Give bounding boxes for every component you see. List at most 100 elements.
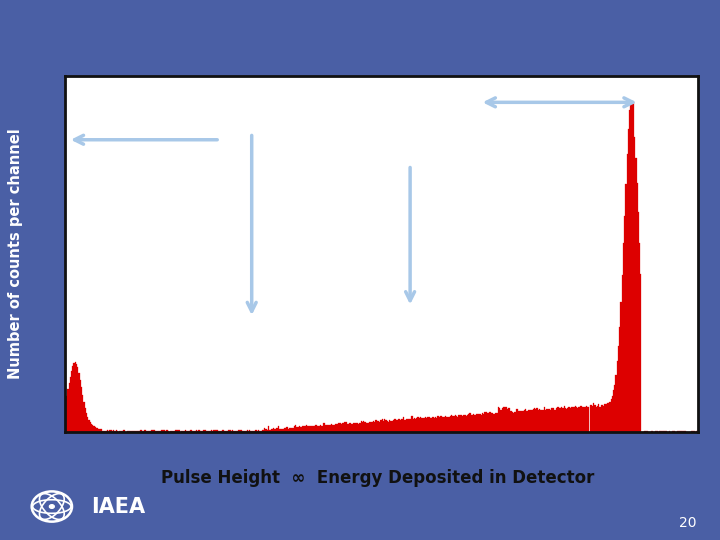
Bar (494, 414, 495, 432)
Bar (177, 430, 179, 432)
Bar (311, 426, 312, 432)
Bar (569, 407, 570, 432)
Bar (225, 431, 227, 432)
Bar (159, 430, 160, 432)
Bar (185, 430, 186, 432)
Bar (481, 415, 482, 432)
Bar (127, 431, 128, 432)
Bar (645, 431, 647, 432)
Bar (600, 406, 602, 432)
Bar (399, 419, 400, 432)
Bar (212, 431, 213, 432)
Bar (503, 407, 504, 432)
Bar (273, 428, 274, 432)
Bar (432, 417, 433, 432)
Bar (280, 429, 282, 432)
Bar (580, 406, 581, 432)
Bar (221, 431, 222, 432)
Bar (353, 423, 354, 432)
Bar (660, 431, 661, 432)
Bar (636, 183, 638, 432)
Bar (366, 423, 368, 432)
Bar (408, 420, 409, 432)
Bar (315, 426, 316, 432)
Bar (466, 416, 467, 432)
Bar (222, 430, 223, 432)
Bar (472, 415, 473, 432)
Bar (371, 422, 372, 432)
Bar (477, 414, 478, 432)
Bar (306, 425, 307, 432)
Bar (112, 431, 113, 432)
Bar (253, 431, 254, 432)
Bar (430, 418, 431, 432)
Bar (390, 421, 392, 432)
Bar (208, 430, 210, 432)
Bar (571, 407, 572, 432)
Bar (614, 385, 616, 432)
Bar (307, 426, 309, 432)
Bar (145, 430, 146, 432)
Bar (557, 407, 559, 432)
Bar (337, 424, 338, 432)
Bar (502, 408, 503, 432)
Bar (238, 430, 239, 432)
Bar (402, 417, 404, 432)
Bar (276, 428, 278, 432)
Bar (114, 431, 115, 432)
Bar (296, 427, 297, 432)
Bar (164, 430, 165, 432)
Bar (588, 407, 590, 432)
Bar (142, 431, 143, 432)
Bar (418, 417, 419, 432)
Bar (480, 414, 481, 432)
Bar (215, 430, 216, 432)
Bar (511, 412, 513, 432)
Bar (575, 406, 576, 432)
Bar (104, 431, 106, 432)
Bar (387, 421, 388, 432)
Bar (549, 409, 550, 432)
Bar (405, 420, 406, 432)
Bar (283, 429, 284, 432)
Bar (536, 408, 538, 432)
Bar (129, 431, 130, 432)
Bar (618, 346, 619, 432)
Text: Number of counts per channel: Number of counts per channel (9, 129, 23, 379)
Bar (552, 408, 554, 432)
Bar (202, 431, 204, 432)
Bar (602, 405, 603, 432)
Bar (389, 421, 390, 432)
Bar (538, 410, 539, 432)
Bar (679, 431, 680, 432)
Bar (595, 407, 597, 432)
Bar (523, 411, 524, 432)
Bar (630, 102, 631, 432)
Bar (456, 416, 457, 432)
Bar (320, 425, 321, 432)
Bar (218, 431, 220, 432)
Bar (223, 430, 225, 432)
Bar (599, 407, 600, 432)
Bar (144, 430, 145, 432)
Bar (252, 430, 253, 432)
Bar (204, 430, 206, 432)
Bar (165, 431, 166, 432)
Bar (639, 244, 640, 432)
Bar (358, 424, 359, 432)
Bar (65, 401, 66, 432)
Bar (540, 410, 541, 432)
Bar (617, 361, 618, 432)
Bar (597, 406, 598, 432)
Bar (635, 158, 636, 432)
Bar (66, 396, 67, 432)
Bar (380, 421, 382, 432)
Bar (113, 430, 114, 432)
Bar (626, 153, 628, 432)
Text: IAEA: IAEA (91, 496, 145, 517)
Bar (333, 425, 335, 432)
Bar (240, 430, 242, 432)
Bar (251, 431, 252, 432)
Bar (487, 414, 488, 432)
Bar (392, 420, 394, 432)
